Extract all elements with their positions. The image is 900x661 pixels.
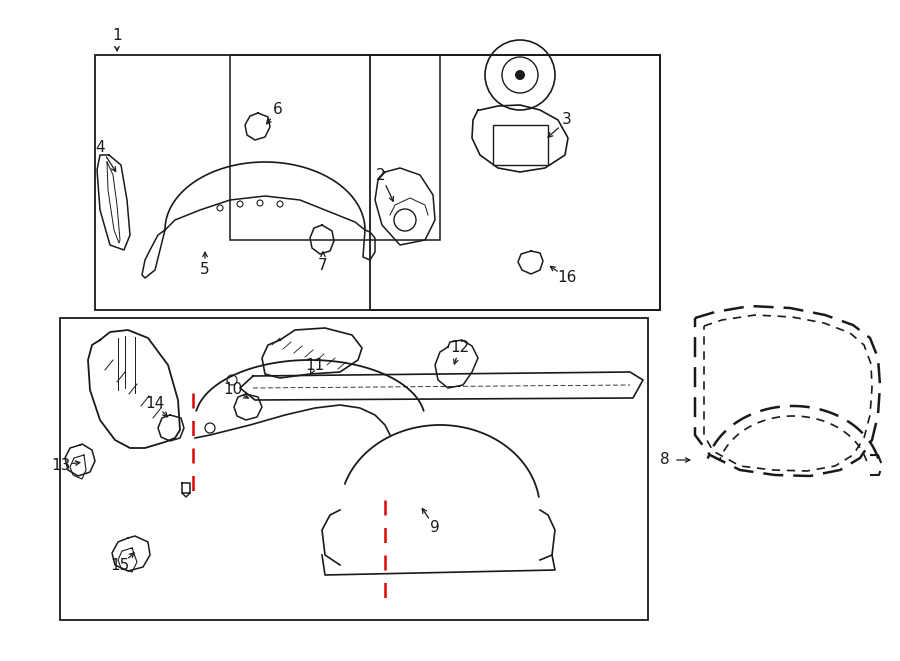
Text: 5: 5 [200,262,210,278]
Text: 13: 13 [51,457,71,473]
Bar [95,55,660,310]
Text: 2: 2 [376,167,386,182]
Text: 11: 11 [305,358,325,373]
Text: 16: 16 [557,270,577,286]
Bar [60,318,648,620]
Text: 6: 6 [273,102,283,118]
Text: 12: 12 [450,340,470,354]
Bar [230,55,440,240]
Text: 9: 9 [430,520,440,535]
Text: 3: 3 [562,112,572,128]
Bar [370,55,660,310]
Text: 14: 14 [146,395,165,410]
Text: 10: 10 [223,383,243,397]
Text: 8: 8 [661,453,670,467]
Text: 1: 1 [112,28,122,44]
Circle shape [515,70,525,80]
Text: 7: 7 [319,258,328,272]
Text: 4: 4 [95,139,104,155]
Bar [493,125,548,165]
Text: 15: 15 [111,559,130,574]
